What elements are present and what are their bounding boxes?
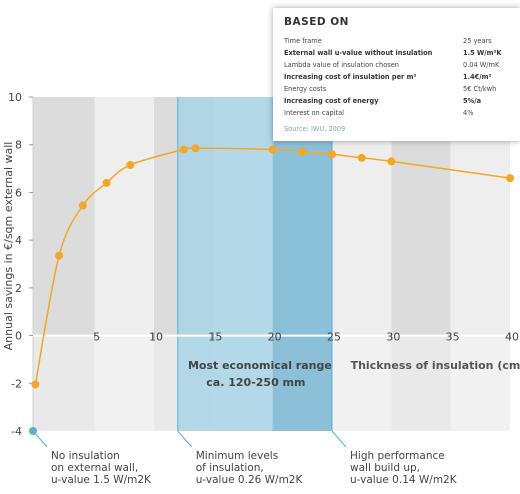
range-label: Most economical range (188, 359, 332, 372)
assumption-label: Increasing cost of insulation per m² (284, 73, 417, 81)
y-tick-label: 6 (15, 186, 22, 199)
y-axis-label: Annual savings in €/sqm external wall (2, 142, 15, 351)
assumption-label: Energy costs (284, 85, 327, 93)
assumption-value: 0.04 W/mK (463, 61, 500, 69)
annotation-text: u-value 0.26 W/m2K (196, 474, 304, 486)
data-point (298, 147, 307, 156)
source-note: Source: IWU, 2009 (284, 125, 346, 133)
data-points (29, 144, 514, 435)
data-point (126, 160, 135, 169)
assumption-value: 1.5 W/m²K (463, 49, 502, 57)
data-point (78, 201, 87, 210)
assumption-row: External wall u-value without insulation… (284, 49, 514, 60)
assumption-row: Interest on capital 4% (284, 109, 514, 120)
data-point (31, 380, 40, 389)
x-tick-label: 20 (268, 331, 282, 344)
annotation-leader (331, 430, 347, 448)
assumption-value: 5€ Ct/kwh (463, 85, 497, 93)
data-point (179, 145, 188, 154)
x-tick-label: 30 (386, 331, 400, 344)
x-tick-label: 35 (446, 331, 460, 344)
range-sublabel: ca. 120-250 mm (206, 376, 305, 389)
data-point (55, 251, 64, 260)
y-tick-label: 0 (15, 330, 22, 343)
annotation-text: u-value 1.5 W/m2K (51, 474, 152, 486)
annotation-leader (177, 430, 193, 448)
x-tick-label: 25 (327, 331, 341, 344)
assumption-row: Time frame 25 years (284, 37, 514, 48)
data-point (268, 145, 277, 154)
annotation-text: wall build up, (350, 462, 420, 474)
annotation-text: High performance (350, 450, 445, 462)
assumption-value: 5%/a (463, 97, 482, 105)
assumptions-box: BASED ON Time frame 25 years External wa… (273, 8, 520, 141)
annotation-text: Minimum levels (196, 450, 278, 462)
y-tick-label: 4 (15, 234, 22, 247)
x-axis-label: Thickness of insulation (cm) (351, 359, 520, 372)
annotation-text: u-value 0.14 W/m2K (350, 474, 458, 486)
data-point (506, 174, 514, 183)
y-tick-label: 10 (8, 91, 22, 104)
assumption-label: Increasing cost of energy (284, 97, 379, 105)
annotation-text: on external wall, (51, 462, 138, 474)
assumption-label: Lambda value of insulation chosen (284, 61, 399, 69)
y-tick-label: -4 (11, 425, 22, 438)
x-tick-label: 40 (505, 331, 519, 344)
range-overlays (177, 97, 333, 431)
annotation-text: of insulation, (196, 462, 264, 474)
x-tick-label: 15 (208, 331, 222, 344)
assumption-label: Time frame (284, 37, 322, 45)
assumptions-title: BASED ON (284, 16, 349, 28)
assumption-value: 4% (463, 109, 474, 117)
data-point (191, 144, 200, 153)
data-point (328, 150, 337, 159)
y-tick-label: -2 (11, 377, 22, 390)
assumption-row: Energy costs 5€ Ct/kwh (284, 85, 514, 96)
x-tick-label: 10 (149, 331, 163, 344)
assumption-value: 25 years (463, 37, 492, 45)
assumption-row: Increasing cost of insulation per m² 1.4… (284, 73, 514, 84)
assumption-label: Interest on capital (284, 109, 344, 117)
assumption-row: Lambda value of insulation chosen 0.04 W… (284, 61, 514, 72)
data-point (102, 178, 111, 187)
data-point (357, 153, 366, 162)
data-point (387, 157, 396, 166)
assumption-row: Increasing cost of energy 5%/a (284, 97, 514, 108)
annotation-text: No insulation (51, 450, 120, 462)
y-tick-label: 8 (15, 139, 22, 152)
assumption-label: External wall u-value without insulation (284, 49, 433, 57)
x-tick-label: 5 (93, 331, 100, 344)
assumption-value: 1.4€/m² (463, 73, 492, 81)
range-labels: Most economical range ca. 120-250 mm (188, 359, 332, 389)
y-tick-label: 2 (15, 282, 22, 295)
annotation-leader (32, 430, 48, 448)
